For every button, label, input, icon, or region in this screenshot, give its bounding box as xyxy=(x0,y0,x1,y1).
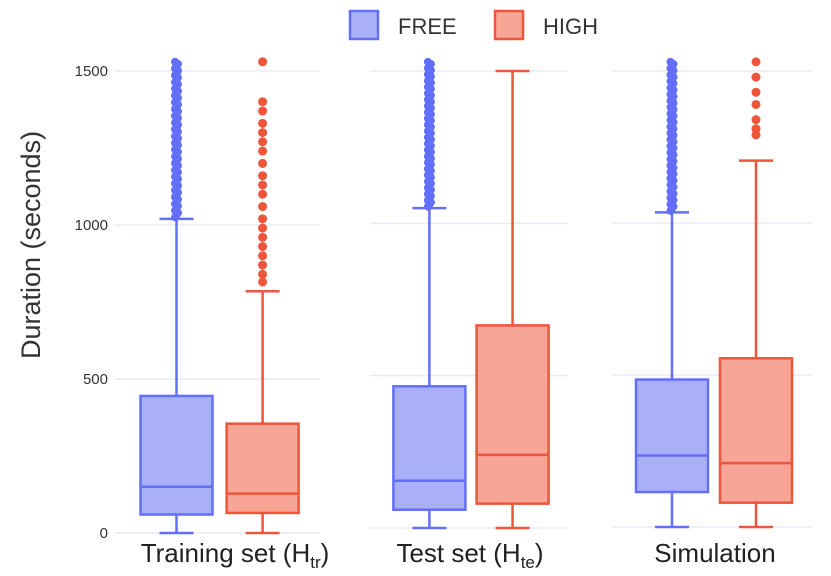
outlier-point xyxy=(258,260,268,270)
outlier-point xyxy=(751,72,761,82)
panel-label-suffix: ) xyxy=(535,538,544,568)
outlier-point xyxy=(258,146,268,156)
box-high xyxy=(475,69,550,530)
outlier-point xyxy=(258,106,268,116)
panel-label-subscript: tr xyxy=(310,553,321,572)
box-iqr xyxy=(392,385,467,511)
panel-label-text: Training set (H xyxy=(141,538,311,568)
outlier-point xyxy=(258,118,268,128)
y-axis: 0 500 1000 1500 xyxy=(75,63,108,542)
panel-label-2: Simulation xyxy=(654,538,775,568)
y-tick-label: 500 xyxy=(83,371,108,388)
outlier-point xyxy=(751,87,761,97)
outlier-point xyxy=(258,171,268,181)
outlier-point xyxy=(258,202,268,212)
panel-label-text: Simulation xyxy=(654,538,775,568)
legend-label-free: FREE xyxy=(398,14,457,39)
box-free xyxy=(392,57,467,530)
outlier-point xyxy=(258,189,268,199)
y-tick-label: 1500 xyxy=(75,63,108,80)
box-free xyxy=(634,57,710,529)
panel-label-suffix: ) xyxy=(321,538,330,568)
legend: FREE HIGH xyxy=(348,9,598,41)
outlier-point xyxy=(258,277,268,287)
outlier-point xyxy=(666,57,675,66)
outlier-point xyxy=(258,214,268,224)
panel-label-text: Test set (H xyxy=(396,538,520,568)
outlier-point xyxy=(258,97,268,107)
outlier-point xyxy=(258,223,268,233)
outlier-point xyxy=(258,269,268,279)
legend-label-high: HIGH xyxy=(543,14,598,39)
outlier-point xyxy=(258,232,268,242)
outlier-point xyxy=(258,128,268,138)
panel-label-1: Test set (Hte) xyxy=(396,538,543,572)
box-iqr xyxy=(139,394,214,516)
legend-swatch-free xyxy=(348,9,380,41)
outlier-point xyxy=(258,180,268,190)
legend-swatch-high xyxy=(493,9,525,41)
box-iqr xyxy=(718,357,794,504)
outlier-point xyxy=(258,158,268,168)
box-iqr xyxy=(475,324,550,505)
outlier-point xyxy=(423,57,432,66)
y-axis-title: Duration (seconds) xyxy=(16,131,46,359)
panel-labels: Training set (Htr) Test set (Hte) Simulati… xyxy=(141,538,776,572)
box-iqr xyxy=(225,422,300,515)
outlier-point xyxy=(751,57,761,67)
box-free xyxy=(139,57,214,535)
y-tick-label: 1000 xyxy=(75,217,108,234)
outlier-point xyxy=(171,57,179,66)
outlier-point xyxy=(258,242,268,252)
outlier-point xyxy=(751,99,761,109)
outlier-point xyxy=(258,137,268,147)
panel-label-subscript: te xyxy=(521,553,535,572)
box-high xyxy=(718,57,794,529)
outlier-point xyxy=(258,57,268,67)
box-high xyxy=(225,57,300,535)
y-tick-label: 0 xyxy=(100,525,108,542)
box-iqr xyxy=(634,378,710,494)
box-series xyxy=(139,57,794,535)
panel-label-0: Training set (Htr) xyxy=(141,538,330,572)
outlier-point xyxy=(751,124,761,134)
outlier-point xyxy=(258,251,268,261)
outlier-point xyxy=(751,115,761,125)
